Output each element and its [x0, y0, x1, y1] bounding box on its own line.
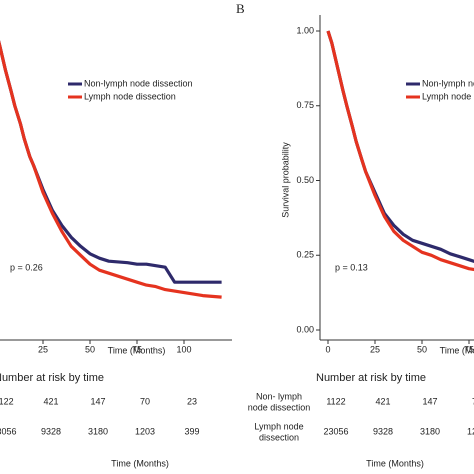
risk-count: 23 [187, 396, 197, 406]
risk-count: 399 [184, 426, 199, 436]
legend-label: Non-lymph node dissection [422, 78, 474, 88]
survival-curve [0, 40, 222, 299]
legend-label: Lymph node dissection [422, 91, 474, 101]
panel-label: B [236, 1, 245, 16]
risk-row-label: Non- lymph [256, 391, 302, 401]
survival-curve [326, 30, 474, 272]
risk-count: 3180 [420, 426, 440, 436]
risk-table-title: Number at risk by time [316, 372, 426, 384]
x-tick-label: 25 [38, 344, 48, 354]
risk-count: 421 [375, 396, 390, 406]
y-tick-label: 0.00 [296, 324, 314, 334]
x-tick-label: 50 [417, 344, 427, 354]
risk-count: 1122 [0, 396, 14, 406]
y-tick-label: 1.00 [296, 25, 314, 35]
risk-count: 9328 [41, 426, 61, 436]
risk-x-label: Time (Months) [111, 458, 169, 468]
y-tick-label: 0.25 [296, 250, 314, 260]
p-value: p = 0.26 [10, 262, 43, 272]
legend-label: Non-lymph node dissection [84, 78, 193, 88]
x-axis-label: Time (Months) [108, 345, 166, 355]
x-tick-label: 50 [85, 344, 95, 354]
legend-label: Lymph node dissection [84, 91, 176, 101]
risk-row-label: node dissection [248, 402, 311, 412]
risk-count: 1203 [135, 426, 155, 436]
x-tick-label: 75 [132, 344, 142, 354]
risk-count: 1203 [467, 426, 474, 436]
risk-count: 3180 [88, 426, 108, 436]
risk-count: 147 [422, 396, 437, 406]
x-tick-label: 0 [325, 344, 330, 354]
risk-count: 70 [472, 396, 474, 406]
risk-count: 23056 [0, 426, 17, 436]
x-tick-label: 100 [176, 344, 191, 354]
risk-count: 70 [140, 396, 150, 406]
x-tick-label: 75 [464, 344, 474, 354]
risk-row-label: Lymph node [254, 421, 303, 431]
risk-x-label: Time (Months) [366, 458, 424, 468]
risk-count: 147 [90, 396, 105, 406]
x-tick-label: 25 [370, 344, 380, 354]
risk-row-label: dissection [259, 432, 299, 442]
y-tick-label: 0.50 [296, 175, 314, 185]
y-axis-label: Survival probability [280, 142, 290, 218]
risk-count: 9328 [373, 426, 393, 436]
p-value: p = 0.13 [335, 262, 368, 272]
y-tick-label: 0.75 [296, 100, 314, 110]
risk-count: 23056 [323, 426, 348, 436]
x-axis-label: Time (Months) [440, 345, 474, 355]
risk-count: 421 [43, 396, 58, 406]
risk-count: 1122 [326, 396, 345, 406]
risk-table-title: Number at risk by time [0, 372, 104, 384]
